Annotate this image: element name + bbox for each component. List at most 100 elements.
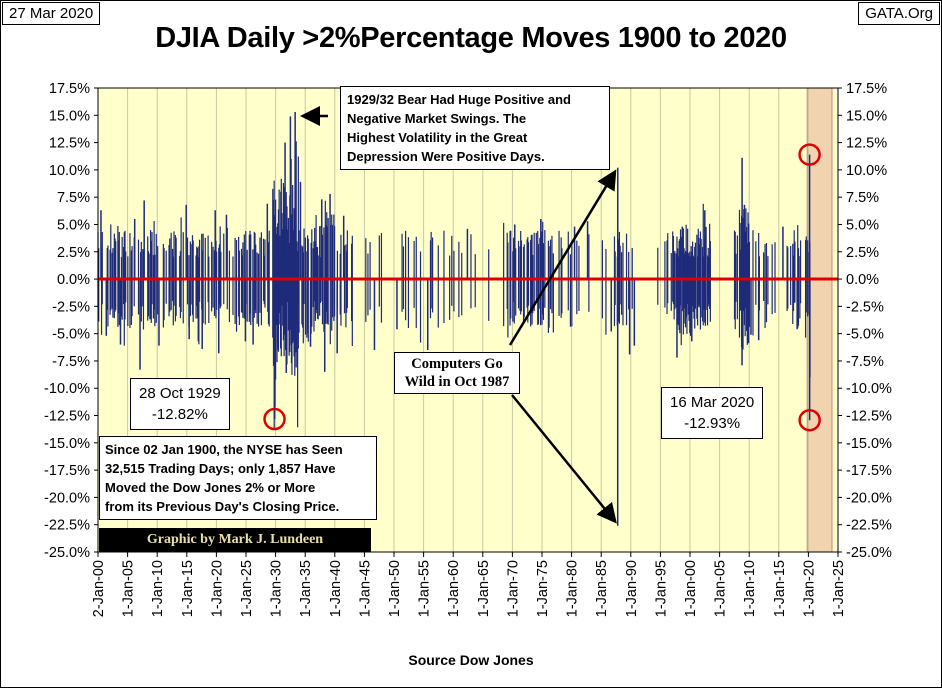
bar (513, 240, 515, 324)
bar (267, 242, 270, 325)
bar (326, 212, 328, 312)
bar (573, 226, 576, 280)
bar (698, 237, 700, 305)
bar (249, 230, 251, 314)
bar (691, 279, 693, 342)
bar (165, 250, 167, 304)
y-tick-label-left: -5.0% (52, 327, 90, 343)
bar (680, 236, 682, 346)
bar (709, 223, 711, 310)
bar (252, 279, 254, 345)
bar (342, 215, 345, 280)
bar (694, 242, 697, 309)
bar (686, 251, 688, 334)
bar (152, 255, 155, 319)
bar (790, 246, 792, 305)
bar (180, 217, 182, 312)
arrow-to-1987-crash (511, 394, 617, 524)
bar (744, 231, 746, 337)
bar (294, 167, 297, 280)
bar (257, 253, 260, 327)
bar (346, 230, 348, 308)
bar (279, 256, 282, 349)
bar (799, 240, 802, 304)
y-tick-label-left: 5.0% (57, 217, 90, 233)
y-tick-label-left: 17.5% (49, 81, 90, 97)
bar (413, 240, 415, 308)
bar (142, 250, 145, 330)
bar (681, 226, 684, 280)
bar (123, 232, 125, 346)
bar (628, 251, 630, 310)
bar (327, 218, 329, 325)
bar (437, 245, 439, 328)
bar (748, 223, 750, 344)
bar (544, 230, 546, 308)
bar (763, 252, 765, 301)
bar (747, 212, 749, 343)
bar (765, 243, 768, 323)
bar (272, 188, 274, 338)
bar (415, 236, 417, 329)
bar (797, 225, 799, 329)
bar (163, 247, 165, 321)
bar (283, 187, 285, 357)
y-tick-label-right: -20.0% (846, 490, 892, 506)
bar (693, 257, 695, 319)
bar (808, 154, 811, 280)
y-tick-label-left: -7.5% (52, 354, 90, 370)
bar (610, 279, 613, 332)
y-tick-label-right: 12.5% (846, 136, 887, 152)
bar (426, 279, 429, 351)
bar (657, 247, 659, 305)
bar (201, 233, 203, 310)
bar (201, 279, 203, 349)
bar (687, 252, 689, 315)
bar (293, 208, 295, 357)
bar (520, 230, 522, 315)
bar (288, 243, 290, 356)
bar (124, 230, 126, 320)
x-tick-label: 1-Jan-70 (505, 560, 521, 617)
bar (679, 238, 681, 334)
bar (204, 237, 206, 325)
bar (253, 231, 255, 318)
bar (277, 223, 279, 350)
y-tick-label-right: 2.5% (846, 245, 879, 261)
y-tick-label-right: -25.0% (846, 545, 892, 561)
y-tick-label-left: 10.0% (49, 163, 90, 179)
bar (687, 228, 689, 304)
bar (451, 235, 453, 306)
bar (558, 230, 560, 316)
bar (306, 251, 308, 338)
bar (225, 214, 228, 280)
bar (512, 251, 514, 322)
y-axis-left: 17.5% 15.0% 12.5% 10.0% 7.5% 5.0% 2.5% 0.0% -2.5… (44, 81, 98, 561)
bar (287, 217, 289, 331)
y-tick-label-right: -10.0% (846, 381, 892, 397)
y-tick-label-right: 15.0% (846, 108, 887, 124)
bar (298, 230, 300, 333)
x-tick-label: 1-Jan-25 (831, 560, 847, 617)
y-tick-label-left: -22.5% (44, 518, 90, 534)
bar (171, 248, 174, 301)
bar (336, 279, 338, 354)
bar (294, 213, 297, 353)
bar (685, 224, 687, 318)
bar (709, 241, 711, 322)
bar (704, 244, 706, 326)
bar (506, 232, 508, 309)
bar (443, 230, 445, 324)
bar (750, 279, 752, 335)
bar (351, 243, 353, 322)
bar (752, 230, 754, 336)
bar (690, 246, 692, 307)
bar (232, 256, 234, 315)
x-tick-label: 1-Jan-10 (742, 560, 758, 617)
bar (633, 279, 636, 346)
bar (115, 241, 117, 310)
bar (110, 224, 112, 311)
bar (125, 251, 127, 303)
bar (339, 253, 341, 315)
bar (314, 241, 316, 321)
